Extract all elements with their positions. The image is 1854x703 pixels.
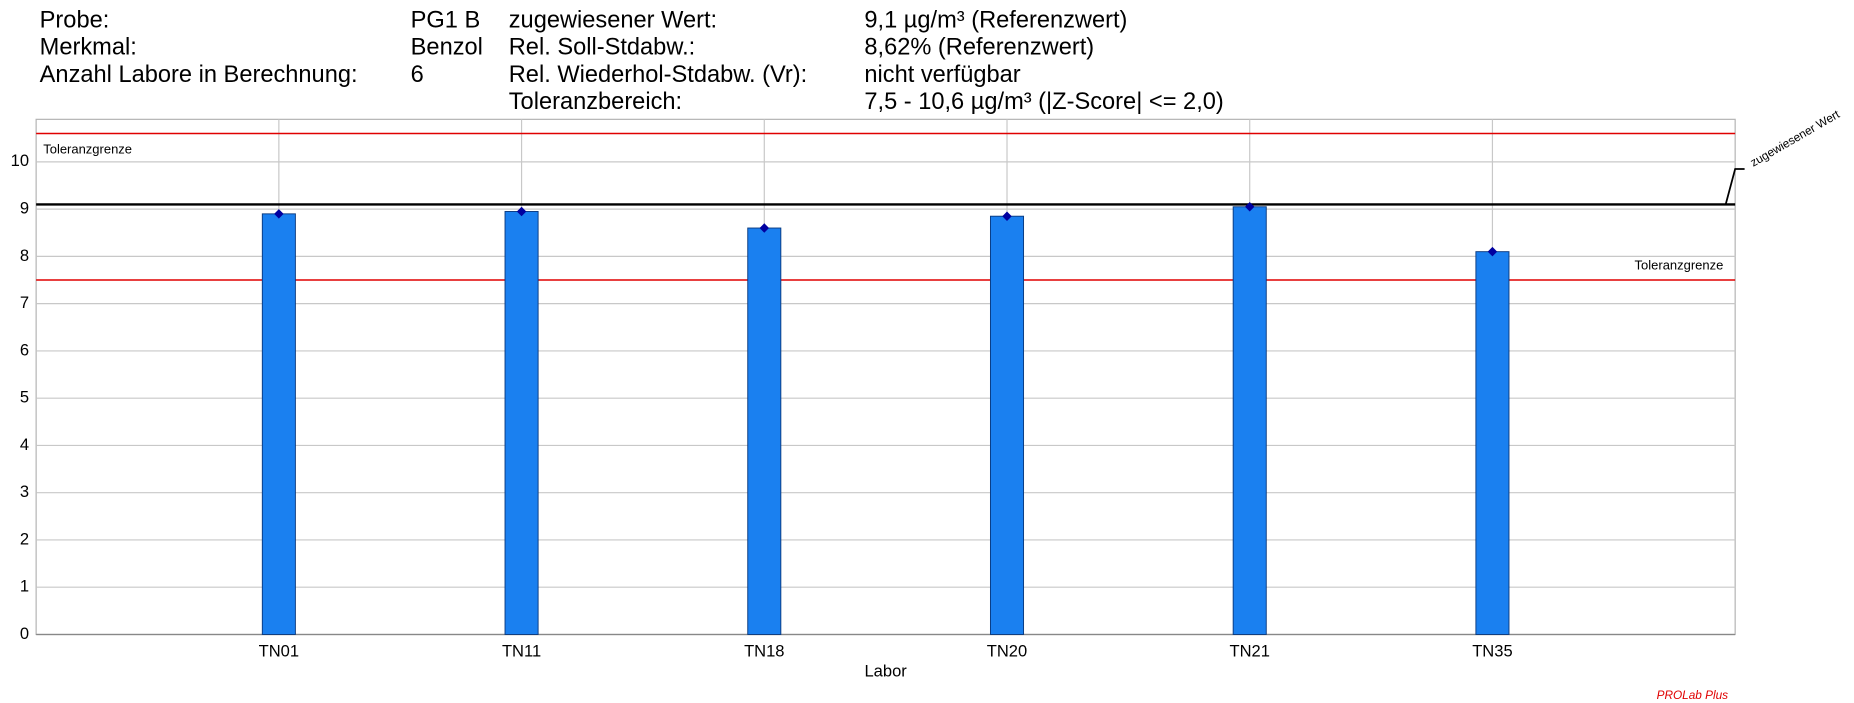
x-tick-label: TN21 [1230, 642, 1270, 661]
x-tick-label: TN20 [987, 642, 1027, 661]
x-tick-label: TN01 [259, 642, 299, 661]
marker [1002, 211, 1012, 221]
info-label: Merkmal: [40, 35, 137, 61]
info-value: Benzol [411, 35, 483, 61]
info-label: zugewiesener Wert: [509, 8, 717, 34]
x-tick-label: TN11 [502, 642, 541, 661]
y-tick-label: 3 [20, 482, 29, 501]
reference-label: zugewiesener Wert [1748, 107, 1843, 170]
marker [516, 206, 527, 217]
bar [747, 227, 782, 635]
info-value: nicht verfügbar [864, 62, 1020, 88]
y-tick-label: 2 [20, 529, 29, 548]
info-label: Rel. Soll-Stdabw.: [509, 35, 695, 61]
footer: PROLab Plus [1657, 688, 1729, 702]
bar [504, 211, 539, 635]
info-label: Probe: [40, 8, 110, 34]
y-tick-label: 6 [20, 340, 29, 359]
y-tick-label: 10 [11, 151, 29, 170]
y-tick-label: 9 [20, 199, 29, 218]
marker [274, 209, 284, 219]
info-value: 7,5 - 10,6 µg/m³ (|Z-Score| <= 2,0) [864, 89, 1223, 115]
info-value: PG1 B [411, 8, 481, 34]
reference-label: Toleranzgrenze [43, 141, 132, 156]
marker [759, 223, 770, 233]
info-value: 9,1 µg/m³ (Referenzwert) [864, 8, 1127, 34]
reference-label: Toleranzgrenze [1635, 257, 1724, 272]
y-tick-label: 0 [20, 624, 29, 643]
info-value: 8,62% (Referenzwert) [864, 35, 1094, 61]
info-value: 6 [411, 62, 424, 88]
y-tick-label: 5 [20, 388, 29, 407]
bar [1475, 251, 1510, 635]
bar [1232, 206, 1267, 635]
y-tick-label: 1 [20, 577, 29, 596]
y-tick-label: 8 [20, 246, 29, 265]
y-tick-label: 4 [20, 435, 29, 454]
bar [261, 213, 296, 635]
marker [1244, 202, 1255, 212]
bar [989, 215, 1025, 635]
info-label: Anzahl Labore in Berechnung: [40, 62, 358, 88]
x-tick-label: TN18 [744, 642, 784, 661]
y-tick-label: 7 [20, 293, 29, 312]
x-axis-label: Labor [865, 662, 908, 681]
info-label: Rel. Wiederhol-Stdabw. (Vr): [509, 62, 807, 88]
info-label: Toleranzbereich: [509, 89, 682, 115]
x-tick-label: TN35 [1472, 642, 1512, 661]
leader-line [1724, 168, 1745, 205]
